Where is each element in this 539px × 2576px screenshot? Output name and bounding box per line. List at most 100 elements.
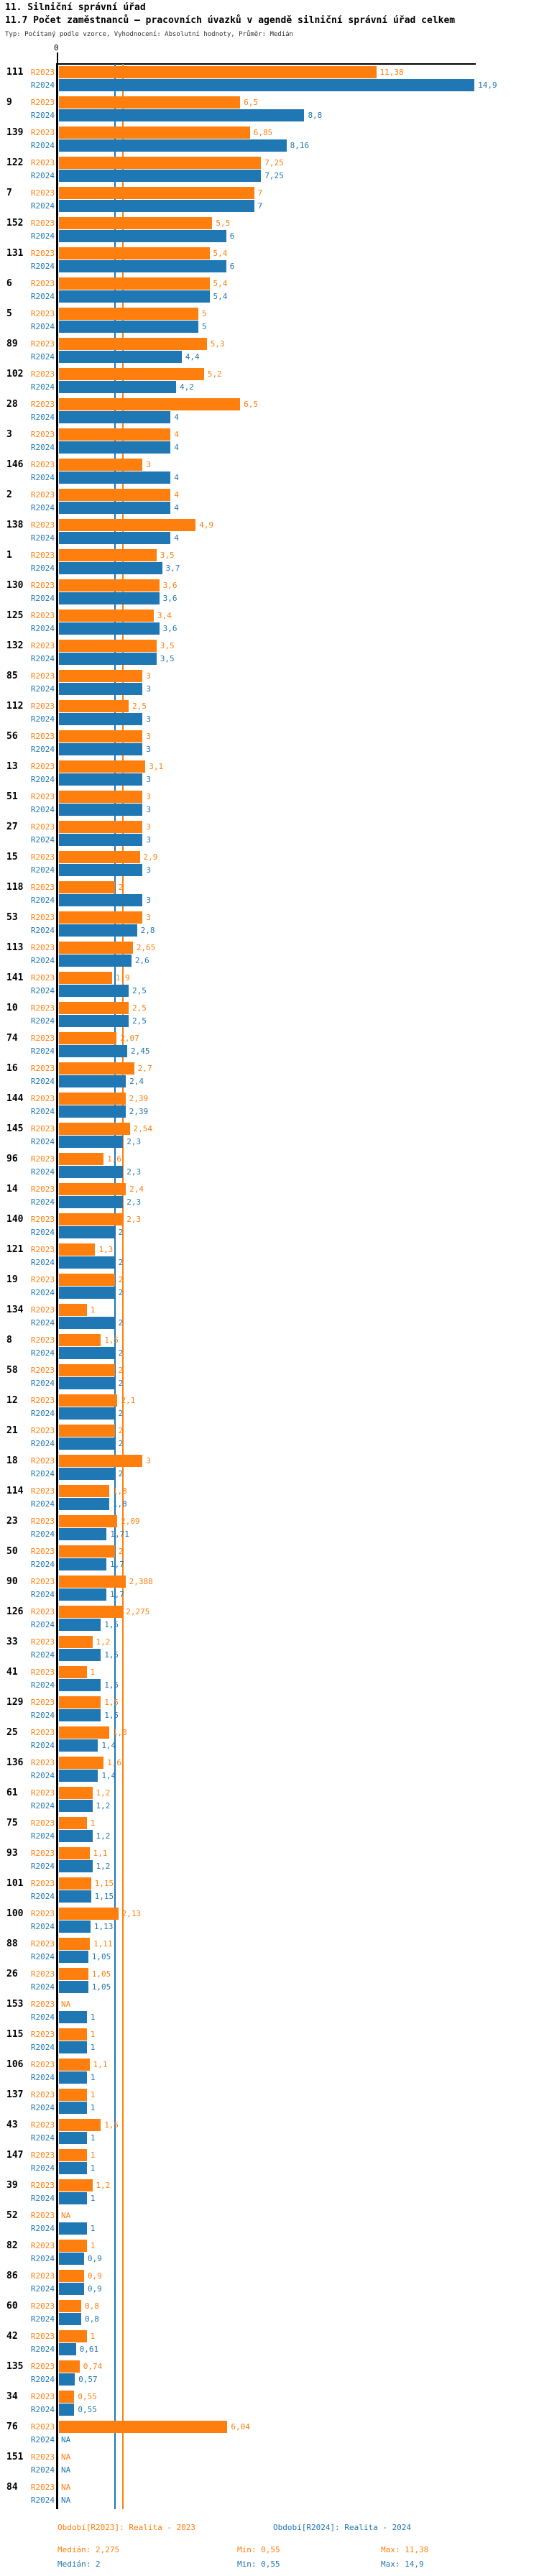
- series-label-r2024: R2024: [30, 805, 55, 814]
- chart-row-138: 138 R2023 4,9 R2024 4: [0, 518, 539, 548]
- series-label-r2023: R2023: [30, 1395, 55, 1405]
- value-label-r2023: 1: [90, 2150, 96, 2160]
- row-id-label: 56: [6, 730, 18, 742]
- bar-r2024: [59, 1800, 93, 1812]
- value-label-r2024: 0,9: [87, 2254, 102, 2263]
- chart-row-140: 140 R2023 2,3 R2024 2: [0, 1212, 539, 1242]
- value-label-r2023: 3: [146, 731, 152, 741]
- bar-r2023: [59, 1273, 115, 1286]
- chart-row-114: 114 R2023 1,8 R2024 1,8: [0, 1484, 539, 1514]
- stat-min-r2024: Min: 0,55: [237, 2559, 280, 2569]
- series-label-r2024: R2024: [30, 2345, 55, 2354]
- row-id-label: 27: [6, 821, 18, 832]
- series-label-r2023: R2023: [30, 1999, 55, 2009]
- value-label-r2023: 2,3: [126, 1214, 142, 1224]
- bar-r2024: [59, 321, 198, 333]
- row-id-label: 144: [6, 1092, 24, 1104]
- series-label-r2023: R2023: [30, 1244, 55, 1254]
- series-label-r2024: R2024: [30, 1590, 55, 1599]
- bar-r2023: [59, 65, 377, 78]
- bar-r2023: [59, 186, 254, 199]
- value-label-r2024: 1: [90, 2103, 96, 2112]
- row-id-label: 136: [6, 1757, 24, 1768]
- bar-r2024: [59, 1649, 101, 1661]
- series-label-r2024: R2024: [30, 1831, 55, 1841]
- chart-row-113: 113 R2023 2,65 R2024 2,6: [0, 940, 539, 970]
- bar-r2024: [59, 1920, 91, 1933]
- chart-row-129: 129 R2023 1,5 R2024 1,5: [0, 1695, 539, 1725]
- value-label-r2023: 2,388: [129, 1576, 153, 1586]
- series-label-r2023: R2023: [30, 339, 55, 349]
- value-label-r2023: 4: [174, 429, 179, 439]
- value-label-r2024: 2: [118, 1469, 124, 1478]
- bar-r2024: [59, 1468, 115, 1480]
- series-label-r2024: R2024: [30, 2043, 55, 2052]
- series-label-r2024: R2024: [30, 413, 55, 422]
- chart-row-144: 144 R2023 2,39 R2024 2,39: [0, 1091, 539, 1121]
- row-id-label: 114: [6, 1485, 24, 1496]
- series-label-r2023: R2023: [30, 2089, 55, 2099]
- series-label-r2024: R2024: [30, 896, 55, 905]
- value-label-r2023: 3: [146, 912, 152, 922]
- bar-r2023: [59, 518, 196, 531]
- series-label-r2024: R2024: [30, 1892, 55, 1901]
- bar-r2024: [59, 411, 171, 423]
- bar-r2024: [59, 1528, 107, 1540]
- row-id-label: 8: [6, 1334, 12, 1346]
- value-label-r2024: 4: [174, 533, 179, 543]
- series-label-r2024: R2024: [30, 2224, 55, 2233]
- value-label-r2023: 1: [90, 2331, 96, 2341]
- row-id-label: 61: [6, 1787, 18, 1798]
- bar-r2023: [59, 579, 160, 592]
- row-id-label: 75: [6, 1817, 18, 1828]
- series-label-r2023: R2023: [30, 1969, 55, 1979]
- chart-row-152: 152 R2023 5,5 R2024 6: [0, 216, 539, 246]
- value-label-r2023: 5,3: [210, 339, 225, 349]
- row-id-label: 23: [6, 1515, 18, 1527]
- bar-r2023: [59, 2058, 90, 2071]
- value-label-r2023: 1,5: [104, 2120, 119, 2130]
- series-label-r2024: R2024: [30, 986, 55, 995]
- chart-row-6: 6 R2023 5,4 R2024 5,4: [0, 276, 539, 306]
- row-id-label: 10: [6, 1002, 18, 1013]
- bar-r2024: [59, 1045, 128, 1057]
- bar-r2024: [59, 2373, 75, 2386]
- series-label-r2024: R2024: [30, 1680, 55, 1690]
- series-label-r2023: R2023: [30, 1154, 55, 1164]
- bar-r2024: [59, 2283, 84, 2295]
- row-id-label: 88: [6, 1938, 18, 1949]
- chart-row-151: 151 R2023 NA R2024 NA: [0, 2450, 539, 2480]
- chart-row-10: 10 R2023 2,5 R2024 2,5: [0, 1000, 539, 1031]
- bar-r2023: [59, 1635, 93, 1648]
- bar-r2024: [59, 2102, 87, 2114]
- series-label-r2023: R2023: [30, 308, 55, 318]
- chart-row-14: 14 R2023 2,4 R2024 2,3: [0, 1182, 539, 1212]
- chart-row-137: 137 R2023 1 R2024 1: [0, 2087, 539, 2117]
- series-label-r2024: R2024: [30, 2314, 55, 2324]
- series-label-r2024: R2024: [30, 322, 55, 331]
- series-label-r2024: R2024: [30, 2405, 55, 2414]
- series-label-r2024: R2024: [30, 1560, 55, 1569]
- chart-row-25: 25 R2023 1,8 R2024 1,4: [0, 1725, 539, 1755]
- row-id-label: 152: [6, 217, 24, 229]
- chart-row-132: 132 R2023 3,5 R2024 3,5: [0, 638, 539, 668]
- bar-r2023: [59, 216, 213, 229]
- series-label-r2024: R2024: [30, 1439, 55, 1448]
- bar-r2024: [59, 200, 254, 212]
- series-label-r2023: R2023: [30, 1123, 55, 1133]
- series-label-r2024: R2024: [30, 1801, 55, 1811]
- value-label-r2024: 1: [90, 2224, 96, 2233]
- series-label-r2023: R2023: [30, 1697, 55, 1707]
- bar-r2023: [59, 1696, 101, 1708]
- value-label-r2024: 6: [229, 231, 235, 241]
- row-id-label: 25: [6, 1726, 18, 1738]
- chart-row-147: 147 R2023 1 R2024 1: [0, 2148, 539, 2178]
- value-label-r2023: 1: [90, 2240, 96, 2250]
- value-label-r2023: 2: [118, 1425, 124, 1435]
- series-label-r2023: R2023: [30, 2452, 55, 2462]
- series-label-r2024: R2024: [30, 1499, 55, 1509]
- series-label-r2023: R2023: [30, 2029, 55, 2039]
- value-label-r2023: 1: [90, 2029, 96, 2039]
- series-label-r2023: R2023: [30, 1516, 55, 1526]
